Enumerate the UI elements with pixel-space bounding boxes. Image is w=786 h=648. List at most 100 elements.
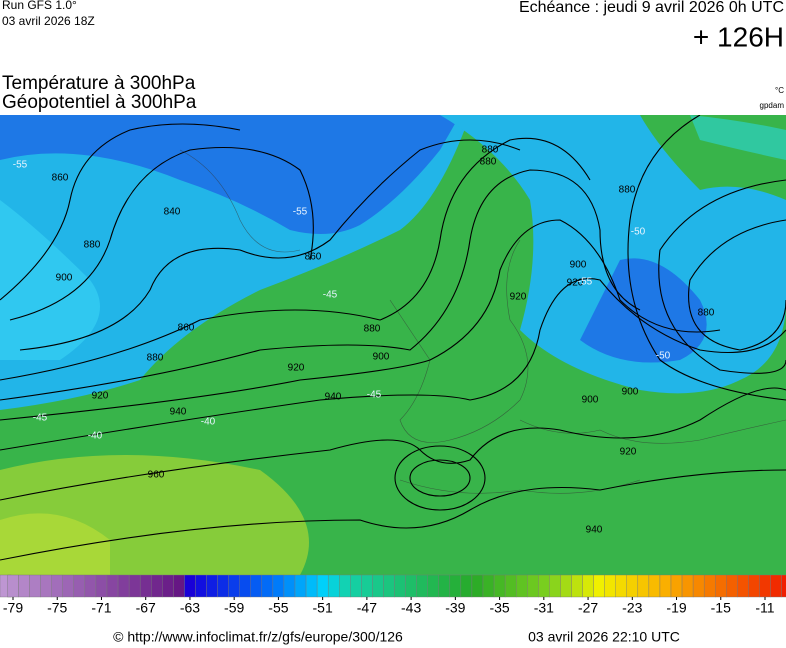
contours (0, 115, 786, 561)
contour-label: 880 (619, 185, 636, 196)
colorbar-cell (681, 574, 694, 598)
colorbar-label: -47 (357, 600, 377, 616)
colorbar-label: -35 (489, 600, 509, 616)
contour-label: 880 (698, 308, 715, 319)
title-temperature: Température à 300hPa (2, 73, 196, 94)
colorbar-cell (294, 574, 307, 598)
map: 860 840 880 900 860 880 920 940 960 880 900 920 940 8… (0, 115, 786, 575)
colorbar-cell (195, 574, 207, 598)
colorbar-label: -79 (3, 600, 23, 616)
colorbar-cell (604, 574, 616, 598)
colorbar-cell (593, 574, 605, 598)
colorbar-cell (549, 574, 561, 598)
colorbar-label: -27 (578, 600, 598, 616)
colorbar-cell (18, 574, 30, 598)
colorbar-label: -63 (180, 600, 200, 616)
colorbar-cell (527, 574, 539, 598)
colorbar-cell (394, 574, 406, 598)
colorbar-cell (637, 574, 650, 598)
unit-temperature: °C (775, 86, 784, 95)
temperature-label: -40 (88, 431, 103, 442)
contour-label: 860 (178, 323, 195, 334)
colorbar-cell (715, 574, 727, 598)
temperature-label: -45 (33, 413, 48, 424)
colorbar-cell (482, 574, 495, 598)
colorbar-cell (781, 574, 786, 598)
colorbar-cell (339, 574, 351, 598)
contour-label: 920 (92, 391, 109, 402)
contour-label: 860 (52, 173, 69, 184)
colorbar-cell (748, 574, 760, 598)
colorbar-cell (770, 574, 782, 598)
run-date: 03 avril 2026 18Z (2, 14, 95, 28)
colorbar-cell (151, 574, 163, 598)
colorbar-cell (405, 574, 417, 598)
colorbar-cell (449, 574, 462, 598)
contour-label: 960 (148, 470, 165, 481)
contour-label: 900 (373, 352, 390, 363)
temperature-label: -55 (293, 207, 308, 218)
colorbar-cell (692, 574, 705, 598)
colorbar-cell (106, 574, 119, 598)
colorbar-cell (283, 574, 296, 598)
source: © http://www.infoclimat.fr/z/gfs/europe/… (113, 629, 403, 645)
colorbar-cell (571, 574, 583, 598)
title-geopotential: Géopotentiel à 300hPa (2, 92, 197, 113)
colorbar-cell (261, 574, 274, 598)
colorbar-label: -23 (622, 600, 642, 616)
colorbar: -79 -75 -71 -67 -63 -59 -55 -51 -47 -43 -39 -35 -31 -… (0, 574, 786, 616)
colorbar-cell (626, 574, 639, 598)
colorbar-cell (305, 574, 318, 598)
colorbar-cell (515, 574, 528, 598)
colorbar-cell (538, 574, 550, 598)
colorbar-cell (361, 574, 373, 598)
contour-label: 940 (170, 407, 187, 418)
colorbar-cell (217, 574, 229, 598)
colorbar-cell (383, 574, 395, 598)
valid-time: Echéance : jeudi 9 avril 2026 0h UTC (519, 0, 784, 16)
colorbar-cell (615, 574, 627, 598)
colorbar-cell (726, 574, 738, 598)
contour-label: 920 (288, 363, 305, 374)
colorbar-cell (648, 574, 661, 598)
contour-label: 880 (84, 240, 101, 251)
colorbar-cell (460, 574, 473, 598)
colorbar-cell (95, 574, 108, 598)
colorbar-cell (670, 574, 683, 598)
colorbar-label: -51 (313, 600, 333, 616)
colorbar-cell (316, 574, 329, 598)
colorbar-cell (438, 574, 451, 598)
contour-label: 880 (364, 324, 381, 335)
unit-geopotential: gpdam (760, 101, 785, 110)
contour-label: 880 (147, 353, 164, 364)
temperature-label: -45 (367, 390, 382, 401)
colorbar-cell (62, 574, 75, 598)
colorbar-cell (228, 574, 240, 598)
colorbar-cell (659, 574, 672, 598)
colorbar-cell (272, 574, 285, 598)
colorbar-cell (759, 574, 771, 598)
colorbar-cell (139, 574, 152, 598)
temperature-label: -55 (13, 160, 28, 171)
colorbar-label: -15 (711, 600, 731, 616)
contour-label: 920 (620, 447, 637, 458)
colorbar-cell (703, 574, 716, 598)
colorbar-cell (29, 574, 41, 598)
temperature-label: -50 (656, 351, 671, 362)
colorbar-cell (206, 574, 218, 598)
temperature-label: -40 (201, 417, 216, 428)
colorbar-cell (73, 574, 86, 598)
colorbar-cell (84, 574, 97, 598)
contour-label: 920 (567, 278, 584, 289)
contour-label: 940 (586, 525, 603, 536)
colorbar-label: -11 (755, 600, 774, 616)
colorbar-cell (173, 574, 185, 598)
colorbar-cell (737, 574, 749, 598)
contour-label: 840 (164, 207, 181, 218)
colorbar-label: -43 (401, 600, 421, 616)
colorbar-cell (250, 574, 263, 598)
colorbar-cell (40, 574, 52, 598)
colorbar-cell (162, 574, 174, 598)
